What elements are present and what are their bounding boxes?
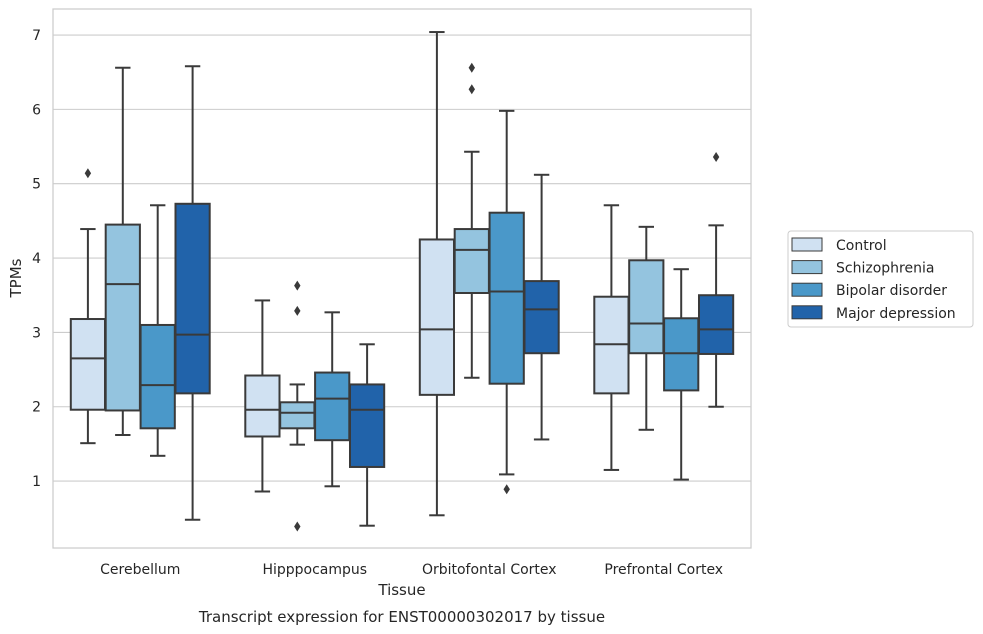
legend-label: Schizophrenia xyxy=(836,261,934,277)
box-group xyxy=(488,109,525,495)
box-group xyxy=(453,62,490,379)
box xyxy=(244,374,281,438)
x-tick-label: Hipppocampus xyxy=(262,562,367,578)
outlier-point xyxy=(294,521,301,532)
series-bipolar-disorder xyxy=(139,109,700,495)
outlier-point xyxy=(503,484,510,495)
x-tick-label: Prefrontal Cortex xyxy=(604,562,723,578)
box-group xyxy=(593,204,630,471)
y-tick-label: 4 xyxy=(32,251,41,267)
y-tick-label: 1 xyxy=(32,474,41,490)
box xyxy=(488,211,525,385)
box-group xyxy=(104,66,141,436)
box-series xyxy=(69,31,735,532)
y-tick-label: 5 xyxy=(32,177,41,193)
box-group xyxy=(523,173,560,441)
legend: Control Schizophrenia Bipolar disorder Majo… xyxy=(787,230,974,328)
chart-caption: Transcript expression for ENST0000030201… xyxy=(198,608,605,626)
outlier-point xyxy=(468,84,475,95)
x-axis-label: Tissue xyxy=(377,581,425,599)
box xyxy=(418,238,456,396)
box xyxy=(523,280,560,355)
legend-swatch xyxy=(791,260,823,275)
outlier-point xyxy=(468,62,475,73)
box-group xyxy=(348,343,386,527)
box-group xyxy=(697,151,735,408)
box xyxy=(69,318,107,411)
legend-label: Control xyxy=(836,238,887,254)
box-group xyxy=(663,268,700,481)
y-axis-label: TPMs xyxy=(7,258,25,298)
box xyxy=(314,371,351,442)
series-major-depression xyxy=(174,65,735,527)
legend-swatch xyxy=(791,305,823,320)
box xyxy=(279,401,316,430)
box-group xyxy=(279,280,316,532)
plot-area-frame xyxy=(52,8,752,549)
y-tick-label: 3 xyxy=(32,325,41,341)
series-schizophrenia xyxy=(104,62,665,532)
box-group xyxy=(174,65,211,521)
legend-label: Bipolar disorder xyxy=(836,283,947,299)
y-tick-label: 6 xyxy=(32,102,41,118)
x-tick-label: Orbitofontal Cortex xyxy=(422,562,557,578)
x-tick-labels: Cerebellum Hipppocampus Orbitofontal Corte… xyxy=(100,562,723,578)
outlier-point xyxy=(84,168,92,179)
box xyxy=(663,317,700,392)
box xyxy=(348,383,386,468)
box xyxy=(453,228,490,294)
box xyxy=(628,259,665,355)
box xyxy=(104,223,141,412)
legend-frame xyxy=(787,230,974,328)
box xyxy=(174,202,211,395)
outlier-point xyxy=(294,280,301,291)
y-tick-labels: 1 2 3 4 5 6 7 xyxy=(32,28,41,490)
box-group xyxy=(69,168,107,445)
y-tick-label: 7 xyxy=(32,28,41,44)
outlier-point xyxy=(294,305,301,316)
box xyxy=(139,323,176,430)
outlier-point xyxy=(712,151,720,162)
x-tick-label: Cerebellum xyxy=(100,562,180,578)
legend-label: Major depression xyxy=(836,306,956,322)
y-tick-label: 2 xyxy=(32,400,41,416)
legend-swatch xyxy=(791,282,823,297)
box xyxy=(697,294,735,355)
series-control xyxy=(69,31,630,517)
box-group xyxy=(628,225,665,431)
box-group xyxy=(244,299,281,493)
box-group xyxy=(418,31,456,517)
legend-swatch xyxy=(791,237,823,252)
